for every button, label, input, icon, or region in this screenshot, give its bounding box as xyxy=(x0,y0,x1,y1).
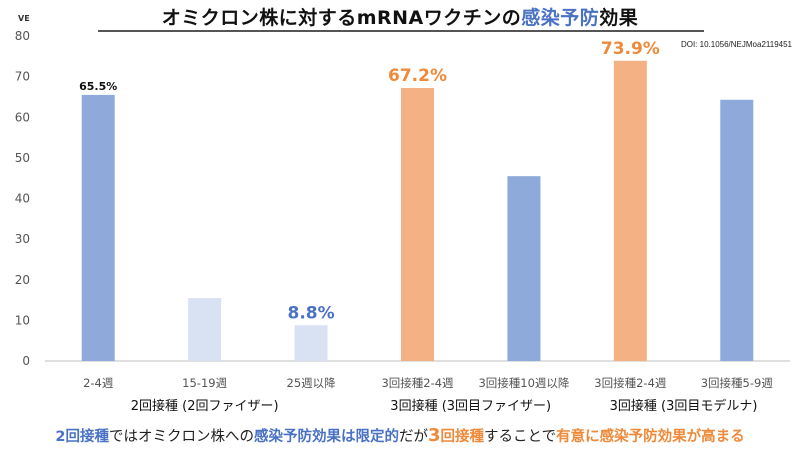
bar xyxy=(720,99,754,361)
group-label: 3回接種 (3回目モデルナ) xyxy=(610,398,758,414)
y-tick-label: 40 xyxy=(15,192,30,206)
bar xyxy=(81,94,115,361)
x-tick-label: 3回接種10週以降 xyxy=(478,376,569,390)
bottom-message: 2回接種ではオミクロン株への感染予防効果は限定的だが3回接種することで有意に感染… xyxy=(0,425,800,446)
y-axis-label: VE xyxy=(18,14,30,23)
y-tick-label: 30 xyxy=(15,232,30,246)
msg-part1: 2回接種 xyxy=(55,429,109,445)
title-underline xyxy=(98,30,704,32)
msg-part5: 3 xyxy=(427,425,441,446)
bar xyxy=(613,60,647,361)
y-tick-label: 0 xyxy=(22,354,30,368)
y-tick-label: 50 xyxy=(15,151,30,165)
data-label: 73.9% xyxy=(601,39,660,59)
title-prefix: オミクロン株に対するmRNAワクチンの xyxy=(161,7,522,29)
msg-part3: 感染予防効果は限定的 xyxy=(253,429,399,445)
y-tick-label: 10 xyxy=(15,313,30,327)
chart-title: オミクロン株に対するmRNAワクチンの感染予防効果 xyxy=(0,3,800,30)
msg-part7: することで xyxy=(484,429,557,445)
x-tick-label: 25週以降 xyxy=(287,376,337,390)
group-label: 3回接種 (3回目ファイザー) xyxy=(390,398,551,414)
bar xyxy=(294,325,328,361)
x-tick-label: 15-19週 xyxy=(182,376,227,390)
x-tick-label: 3回接種5-9週 xyxy=(701,376,774,390)
x-tick-label: 2-4週 xyxy=(83,376,114,390)
doi-label: DOI: 10.1056/NEJMoa2119451 xyxy=(680,40,792,49)
x-tick-label: 3回接種2-4週 xyxy=(594,376,667,390)
data-label: 65.5% xyxy=(79,80,117,93)
data-label: 8.8% xyxy=(287,303,334,323)
y-tick-label: 80 xyxy=(15,29,30,43)
y-tick-label: 20 xyxy=(15,273,30,287)
msg-part6: 回接種 xyxy=(440,429,485,445)
title-highlight: 感染予防 xyxy=(521,7,600,29)
msg-part8: 有意に感染予防効果が高まる xyxy=(556,429,745,445)
msg-part2: ではオミクロン株への xyxy=(108,429,254,445)
bar xyxy=(188,298,222,361)
data-label: 67.2% xyxy=(388,66,447,86)
y-tick-label: 60 xyxy=(15,110,30,124)
msg-part4: だが xyxy=(398,429,428,445)
title-suffix: 効果 xyxy=(599,7,639,29)
bar xyxy=(507,176,541,361)
group-label: 2回接種 (2回ファイザー) xyxy=(131,398,279,414)
bar xyxy=(401,88,434,361)
y-tick-label: 70 xyxy=(15,70,30,84)
x-tick-label: 3回接種2-4週 xyxy=(381,376,454,390)
bar-chart: VE 0 10 20 30 40 50 60 70 80 2-4週 15-19週 25週以降 3回接種2-… xyxy=(15,14,790,414)
